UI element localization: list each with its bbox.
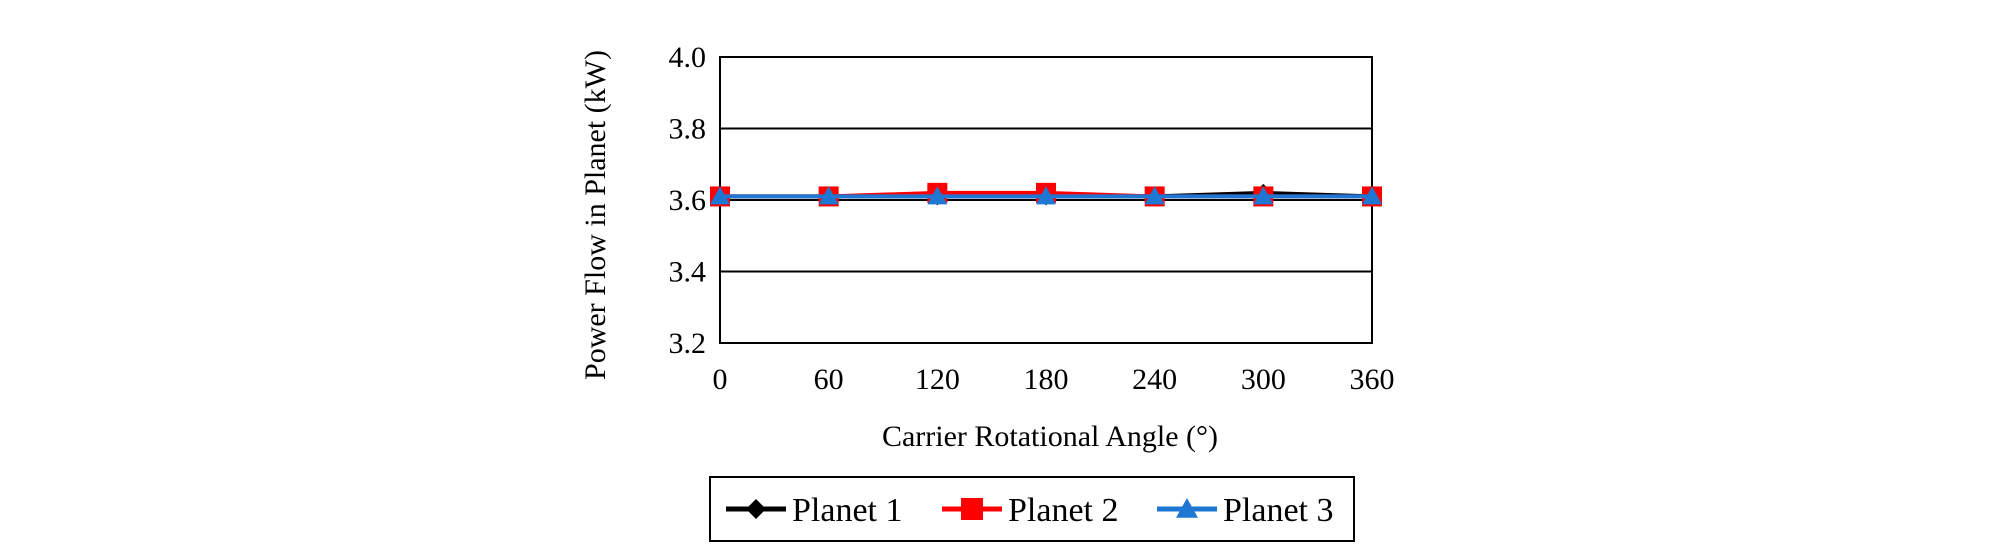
data-point [710,186,730,205]
x-tick-label: 60 [814,363,844,396]
legend-label: Planet 1 [792,492,902,529]
x-tick-label: 360 [1350,363,1395,396]
series-group [710,182,1382,207]
x-axis-label: Carrier Rotational Angle (°) [882,420,1218,453]
legend-item: Planet 3 [1157,492,1333,529]
y-tick-label: 3.6 [669,184,707,217]
legend-item: Planet 2 [942,492,1118,529]
y-tick-label: 3.8 [669,113,707,146]
x-tick-label: 120 [915,363,960,396]
legend-marker [1176,498,1198,518]
x-tick-labels: 0 60 120 180 240 300 360 [713,363,1395,396]
data-point [927,186,948,205]
x-tick-label: 240 [1132,363,1177,396]
data-point [1253,186,1274,205]
y-tick-label: 3.4 [669,256,707,289]
x-tick-label: 0 [713,363,728,396]
data-point [1036,186,1056,205]
y-axis-label: Power Flow in Planet (kW) [579,50,612,380]
legend-box [709,476,1355,542]
data-point [1144,186,1165,205]
series-3 [710,186,1382,205]
legend-marker [746,499,766,519]
x-tick-label: 180 [1024,363,1069,396]
y-tick-labels: 3.2 3.4 3.6 3.8 4.0 [669,41,707,360]
data-point [818,186,839,205]
data-point [1362,186,1382,205]
y-tick-label: 3.2 [669,327,707,360]
x-tick-label: 300 [1241,363,1286,396]
legend-label: Planet 2 [1008,492,1118,529]
y-tick-label: 4.0 [669,41,707,74]
legend-marker [961,498,983,520]
legend-label: Planet 3 [1223,492,1333,529]
legend: Planet 1 Planet 2 Planet 3 [709,476,1355,542]
legend-item: Planet 1 [726,492,902,529]
